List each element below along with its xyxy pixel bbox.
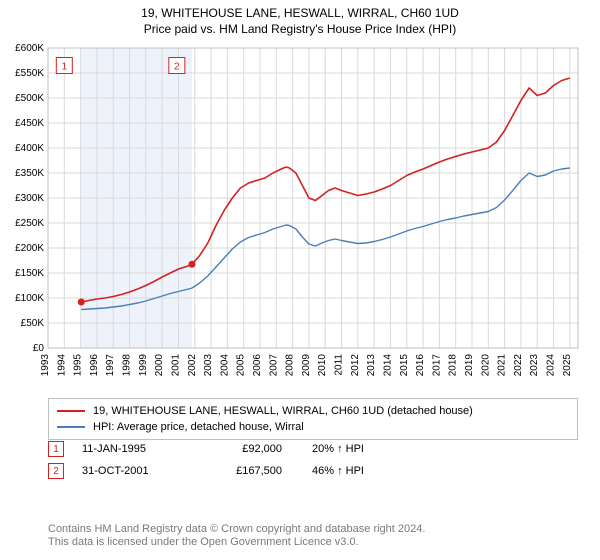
svg-text:2025: 2025: [562, 354, 573, 377]
svg-text:1998: 1998: [122, 354, 133, 377]
marker-price: £92,000: [192, 443, 282, 455]
svg-text:1999: 1999: [138, 354, 149, 377]
svg-text:2001: 2001: [170, 354, 181, 377]
svg-text:£600K: £600K: [15, 43, 44, 54]
chart-area: £0 £50K £100K £150K £200K £250K £300K £350K £400…: [0, 42, 600, 390]
svg-text:1993: 1993: [40, 354, 51, 377]
title-line-2: Price paid vs. HM Land Registry's House …: [0, 22, 600, 36]
svg-text:£500K: £500K: [15, 93, 44, 104]
svg-text:2023: 2023: [529, 354, 540, 377]
svg-text:2007: 2007: [268, 354, 279, 377]
legend-swatch: [57, 410, 85, 412]
svg-text:£100K: £100K: [15, 293, 44, 304]
svg-text:£300K: £300K: [15, 193, 44, 204]
legend-item: HPI: Average price, detached house, Wirr…: [57, 419, 569, 435]
legend-box: 19, WHITEHOUSE LANE, HESWALL, WIRRAL, CH…: [48, 398, 578, 440]
svg-text:2015: 2015: [399, 354, 410, 377]
title-line-1: 19, WHITEHOUSE LANE, HESWALL, WIRRAL, CH…: [0, 6, 600, 20]
svg-text:£550K: £550K: [15, 68, 44, 79]
svg-text:2024: 2024: [546, 354, 557, 377]
svg-text:£0: £0: [33, 343, 45, 354]
marker-price: £167,500: [192, 465, 282, 477]
attribution-text: Contains HM Land Registry data © Crown c…: [48, 523, 578, 551]
svg-text:£150K: £150K: [15, 268, 44, 279]
svg-text:£250K: £250K: [15, 218, 44, 229]
legend-item: 19, WHITEHOUSE LANE, HESWALL, WIRRAL, CH…: [57, 403, 569, 419]
svg-text:2000: 2000: [154, 354, 165, 377]
svg-text:£400K: £400K: [15, 143, 44, 154]
legend-label: 19, WHITEHOUSE LANE, HESWALL, WIRRAL, CH…: [93, 405, 473, 417]
marker-table: 1 11-JAN-1995£92,000 20% ↑ HPI 2 31-OCT-2001…: [48, 438, 578, 482]
svg-text:2016: 2016: [415, 354, 426, 377]
marker-row: 2 31-OCT-2001£167,500 46% ↑ HPI: [48, 460, 578, 482]
title-block: 19, WHITEHOUSE LANE, HESWALL, WIRRAL, CH…: [0, 0, 600, 36]
marker-badge: 1: [48, 441, 64, 457]
marker-date: 31-OCT-2001: [82, 465, 192, 477]
svg-text:2005: 2005: [236, 354, 247, 377]
svg-text:£50K: £50K: [21, 318, 45, 329]
svg-text:2006: 2006: [252, 354, 263, 377]
svg-text:2: 2: [174, 62, 180, 73]
svg-text:2020: 2020: [480, 354, 491, 377]
svg-text:2004: 2004: [219, 354, 230, 377]
marker-row: 1 11-JAN-1995£92,000 20% ↑ HPI: [48, 438, 578, 460]
svg-text:2021: 2021: [497, 354, 508, 377]
legend-label: HPI: Average price, detached house, Wirr…: [93, 421, 304, 433]
attribution-line-2: This data is licensed under the Open Gov…: [48, 536, 578, 550]
legend-swatch: [57, 426, 85, 428]
svg-text:2008: 2008: [285, 354, 296, 377]
marker-badge: 2: [48, 463, 64, 479]
svg-text:1997: 1997: [105, 354, 116, 377]
svg-text:2002: 2002: [187, 354, 198, 377]
svg-text:2014: 2014: [382, 354, 393, 377]
svg-text:£350K: £350K: [15, 168, 44, 179]
svg-text:£450K: £450K: [15, 118, 44, 129]
svg-text:£200K: £200K: [15, 243, 44, 254]
svg-text:2013: 2013: [366, 354, 377, 377]
svg-text:1996: 1996: [89, 354, 100, 377]
svg-text:2010: 2010: [317, 354, 328, 377]
svg-text:2017: 2017: [431, 354, 442, 377]
svg-text:1: 1: [62, 62, 68, 73]
svg-text:1995: 1995: [73, 354, 84, 377]
marker-pct: 20% ↑ HPI: [312, 443, 402, 455]
svg-text:2003: 2003: [203, 354, 214, 377]
svg-text:2012: 2012: [350, 354, 361, 377]
marker-date: 11-JAN-1995: [82, 443, 192, 455]
attribution-line-1: Contains HM Land Registry data © Crown c…: [48, 523, 578, 537]
svg-text:1994: 1994: [56, 354, 67, 377]
chart-container: 19, WHITEHOUSE LANE, HESWALL, WIRRAL, CH…: [0, 0, 600, 560]
line-chart-svg: £0 £50K £100K £150K £200K £250K £300K £350K £400…: [0, 42, 600, 390]
svg-text:2019: 2019: [464, 354, 475, 377]
svg-text:2022: 2022: [513, 354, 524, 377]
svg-text:2011: 2011: [334, 354, 345, 376]
svg-text:2009: 2009: [301, 354, 312, 377]
svg-text:2018: 2018: [448, 354, 459, 377]
marker-pct: 46% ↑ HPI: [312, 465, 402, 477]
